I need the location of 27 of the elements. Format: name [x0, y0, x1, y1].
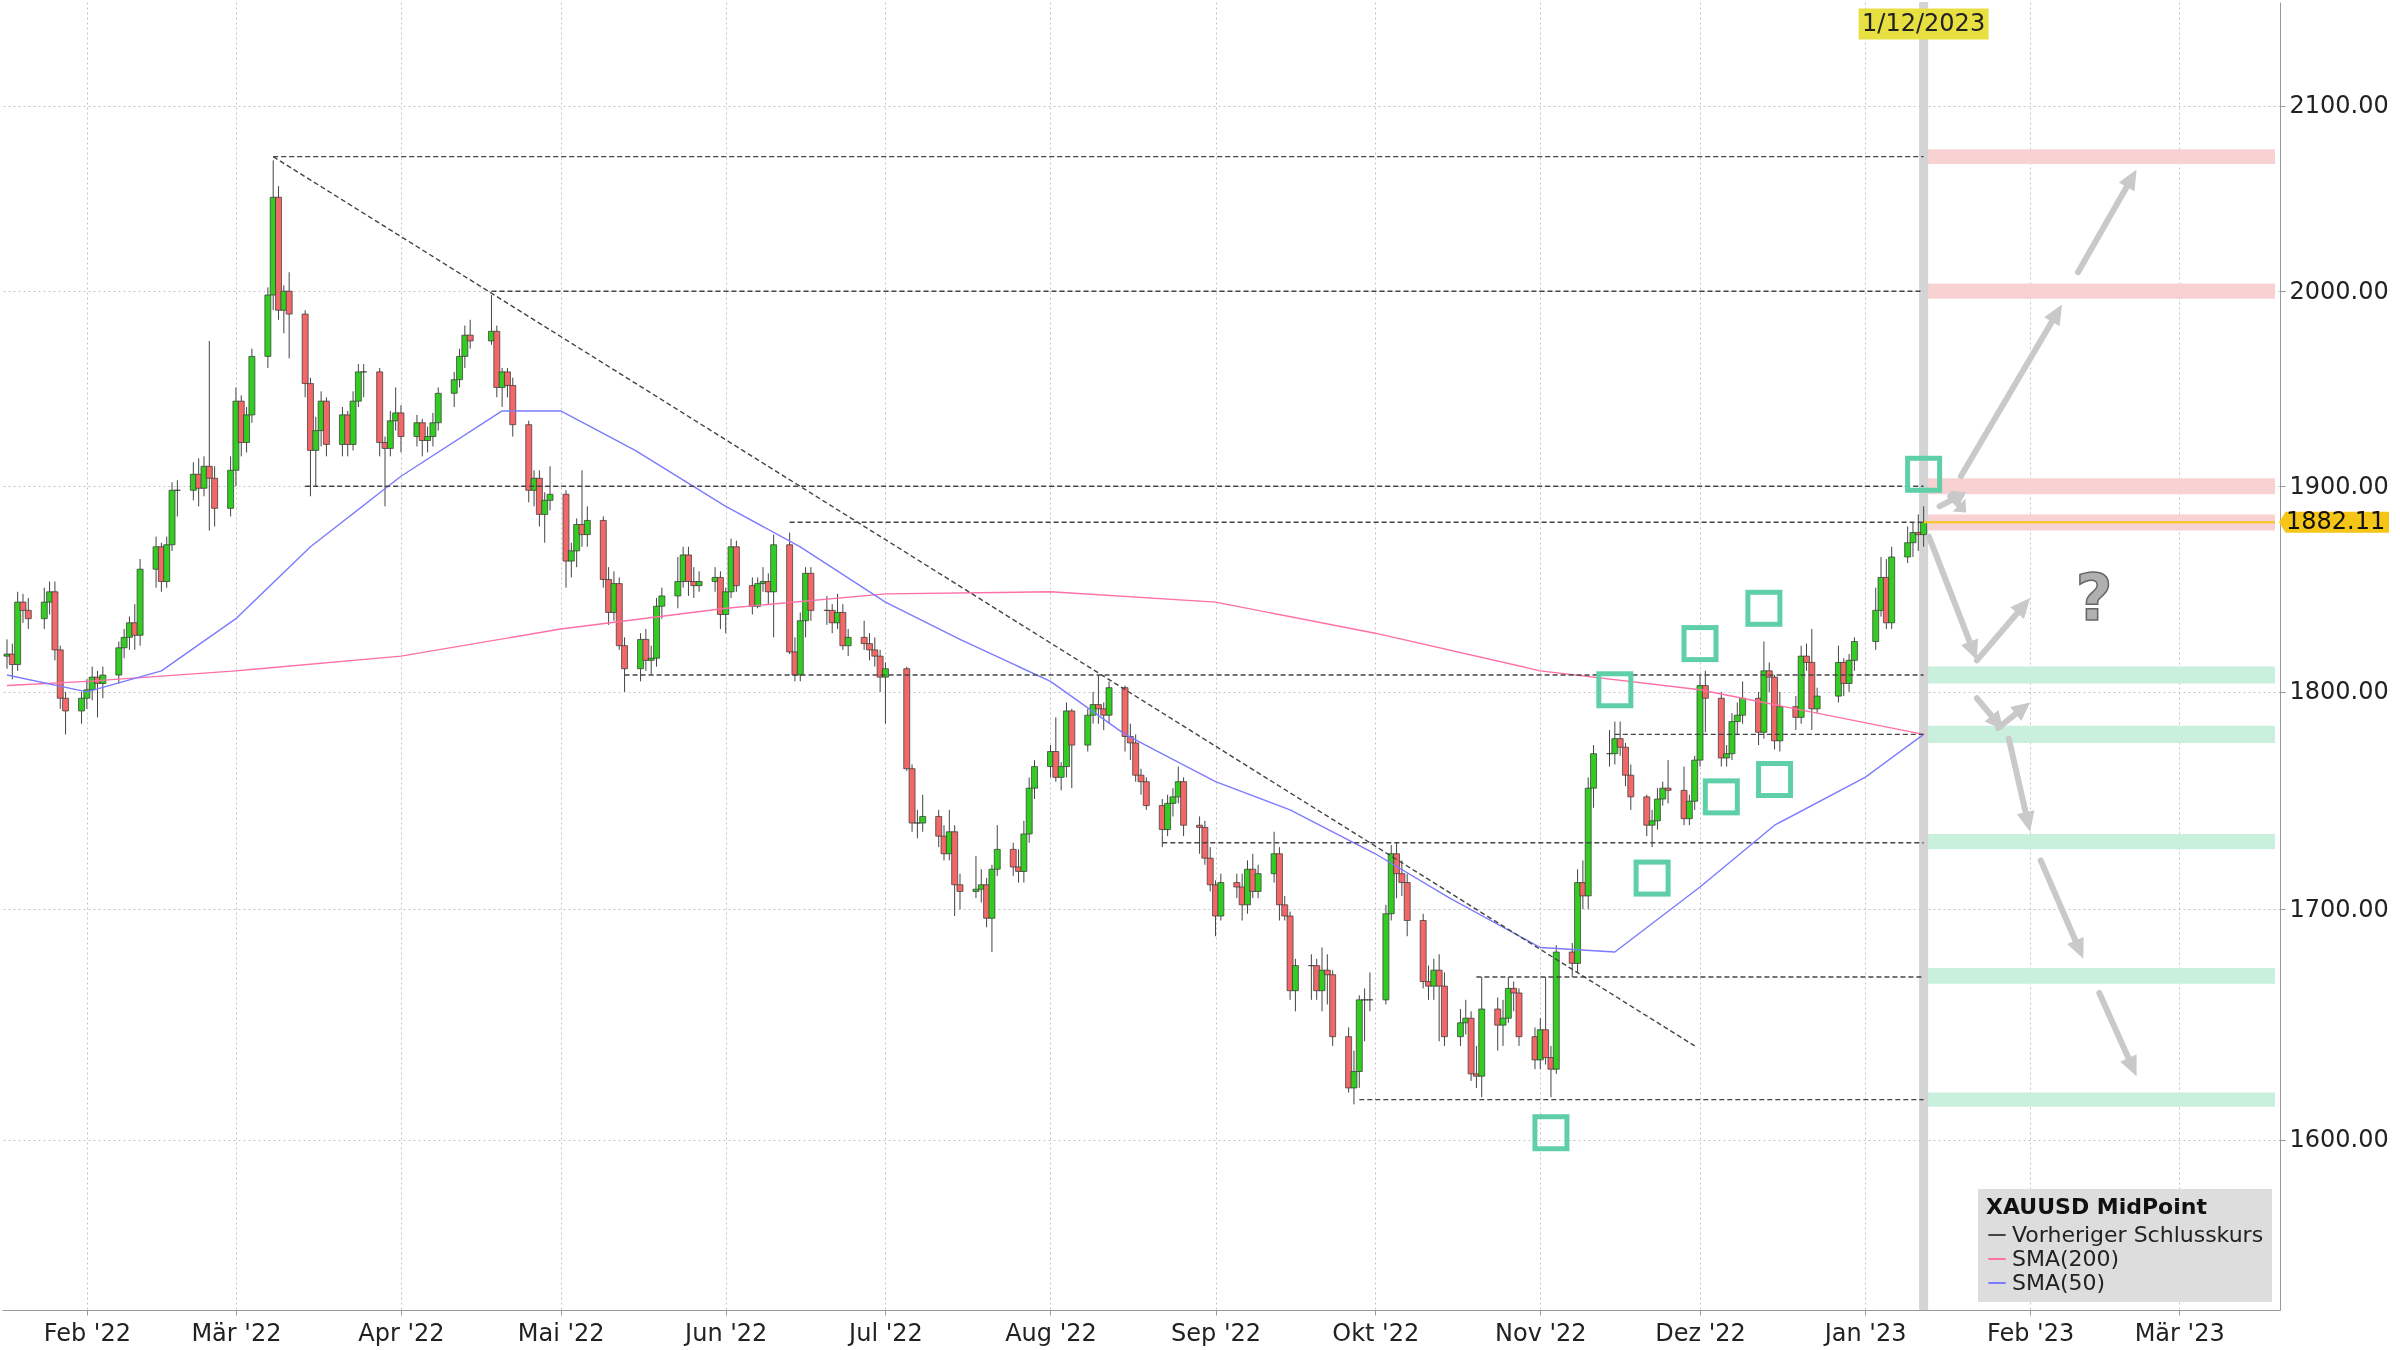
- legend-label: SMA(50): [2012, 1270, 2106, 1295]
- x-tick-label: Jul '22: [847, 1318, 923, 1347]
- x-tick-label: Mär '22: [191, 1318, 282, 1347]
- x-tick-label: Nov '22: [1494, 1318, 1587, 1347]
- x-tick-label: Mär '23: [2134, 1318, 2225, 1347]
- x-tick-label: Mai '22: [517, 1318, 605, 1347]
- legend-label: Vorheriger Schlusskurs: [2012, 1222, 2264, 1247]
- annotation: ?: [2075, 560, 2113, 635]
- y-tick-label: 1800.00: [2289, 677, 2389, 706]
- x-tick-label: Jun '22: [683, 1318, 768, 1347]
- x-tick-label: Feb '23: [1986, 1318, 2075, 1347]
- ref-line-label: 1/12/2023: [1862, 9, 1986, 37]
- x-tick-label: Aug '22: [1005, 1318, 1097, 1347]
- y-tick-label: 1600.00: [2289, 1125, 2389, 1154]
- ref-line-label: 1882.11: [2286, 507, 2386, 536]
- y-tick-label: 1900.00: [2289, 471, 2389, 500]
- y-tick-label: 2100.00: [2289, 91, 2389, 120]
- legend-title: XAUUSD MidPoint: [1986, 1194, 2208, 1219]
- legend-label: SMA(200): [2012, 1246, 2120, 1271]
- y-tick-label: 1700.00: [2289, 894, 2389, 923]
- x-tick-label: Apr '22: [358, 1318, 445, 1347]
- x-tick-label: Jan '23: [1822, 1318, 1907, 1347]
- x-tick-label: Okt '22: [1332, 1318, 1420, 1347]
- x-tick-label: Sep '22: [1171, 1318, 1262, 1347]
- x-tick-label: Dez '22: [1655, 1318, 1746, 1347]
- x-tick-label: Feb '22: [43, 1318, 131, 1347]
- y-tick-label: 2000.00: [2289, 276, 2389, 305]
